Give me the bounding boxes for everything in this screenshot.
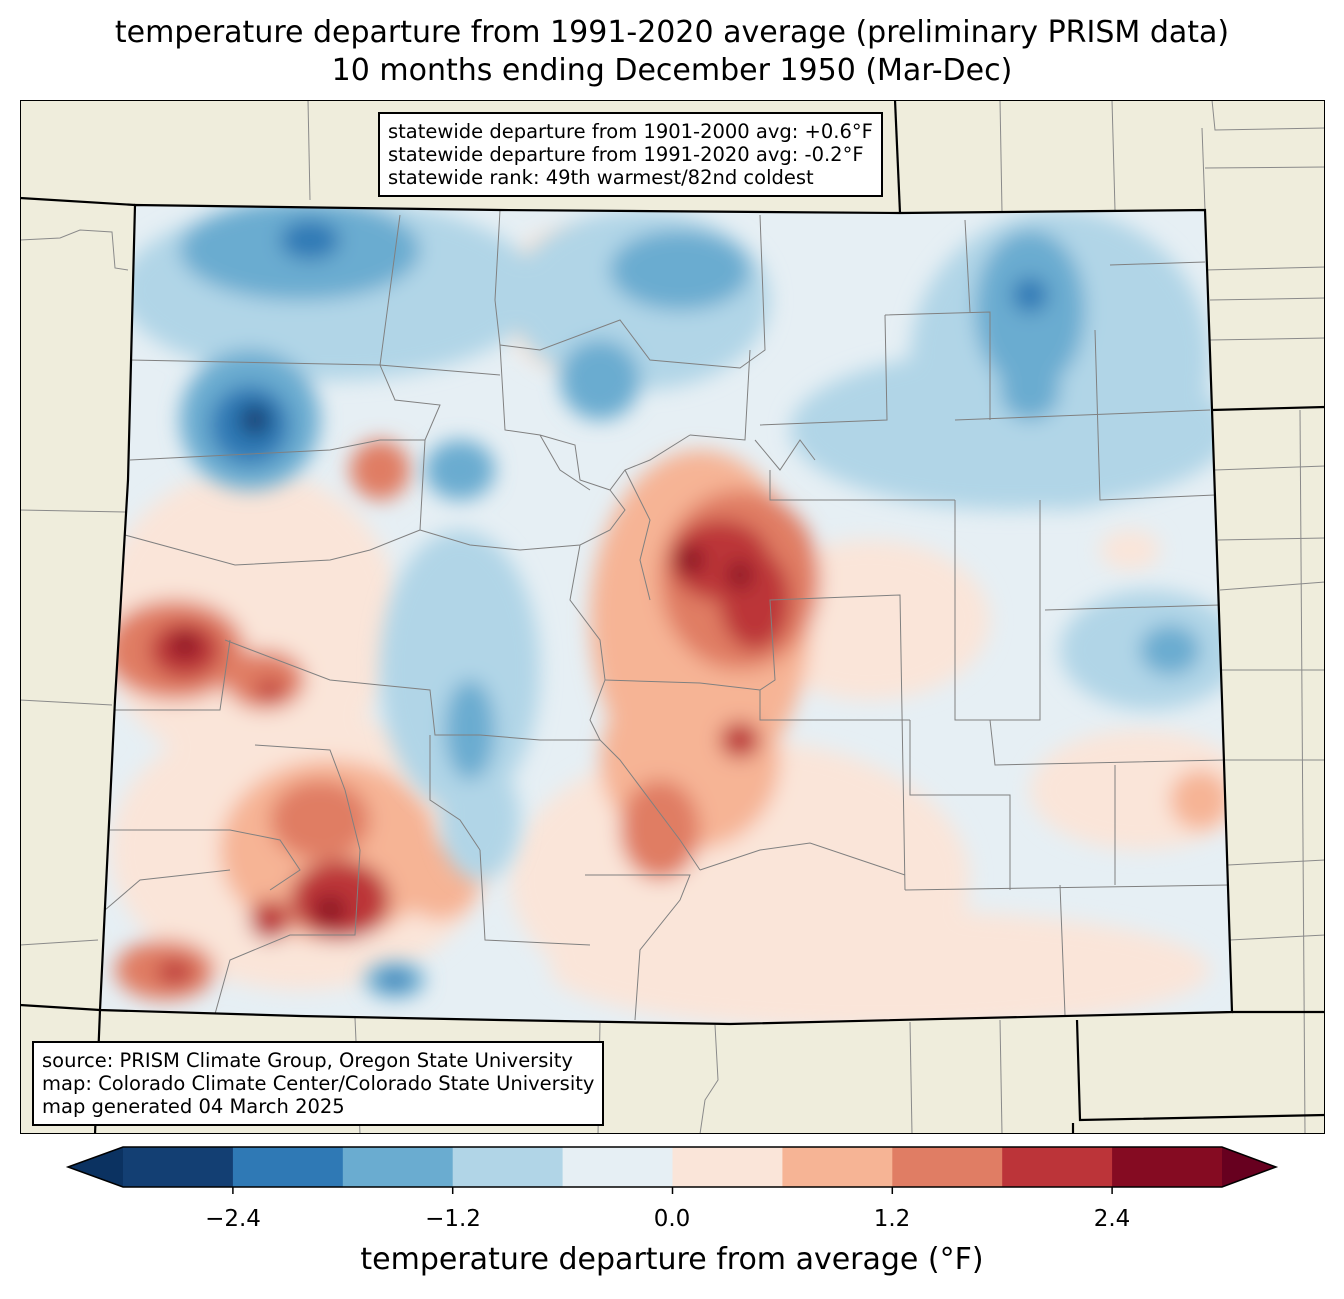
colorbar-tick-0: 0.0 (653, 1206, 691, 1232)
map-title-line1: temperature departure from 1991-2020 ave… (114, 15, 1230, 50)
colorbar-tick-minus-2-4: −2.4 (205, 1206, 261, 1232)
colorbar-bin (123, 1147, 234, 1187)
county-lines (104, 209, 1231, 1021)
source-line: source: PRISM Climate Group, Oregon Stat… (42, 1049, 573, 1072)
colorbar-bin (452, 1147, 564, 1187)
colorbar-bin (342, 1147, 454, 1187)
colorbar-bin (892, 1147, 1003, 1187)
colorbar-tick-1-2: 1.2 (873, 1206, 911, 1232)
source-credits-box: source: PRISM Climate Group, Oregon Stat… (32, 1041, 605, 1126)
colorbar-tick-2-4: 2.4 (1093, 1206, 1131, 1232)
colorbar-swatches (65, 1146, 1279, 1194)
map-panel (20, 100, 1325, 1134)
stats-line-1991-2020: statewide departure from 1991-2020 avg: … (388, 143, 864, 166)
temperature-departure-field (100, 205, 1232, 1024)
stats-line-1901-2000: statewide departure from 1901-2000 avg: … (388, 120, 873, 143)
generated-date-line: map generated 04 March 2025 (42, 1095, 345, 1118)
colorbar-outline (65, 1146, 1279, 1188)
statewide-stats-box: statewide departure from 1901-2000 avg: … (378, 112, 883, 197)
colorbar-label: temperature departure from average (°F) (360, 1242, 984, 1277)
map-title-line2: 10 months ending December 1950 (Mar-Dec) (331, 53, 1013, 88)
colorbar-under-arrow (68, 1147, 123, 1187)
colorbar-over-arrow (1222, 1147, 1276, 1187)
map-credit-line: map: Colorado Climate Center/Colorado St… (42, 1072, 595, 1095)
colorbar-bin (562, 1147, 673, 1187)
colorbar-bin (1112, 1147, 1223, 1187)
stats-line-rank: statewide rank: 49th warmest/82nd coldes… (388, 166, 814, 189)
colorbar-bin (782, 1147, 893, 1187)
state-borders (20, 100, 1325, 1134)
colorbar-tick-minus-1-2: −1.2 (425, 1206, 481, 1232)
colorbar-bin (672, 1147, 783, 1187)
colorbar (65, 1146, 1279, 1194)
colorbar-bin (1002, 1147, 1113, 1187)
colorado-border (98, 203, 1234, 1026)
colorbar-bin (232, 1147, 344, 1187)
